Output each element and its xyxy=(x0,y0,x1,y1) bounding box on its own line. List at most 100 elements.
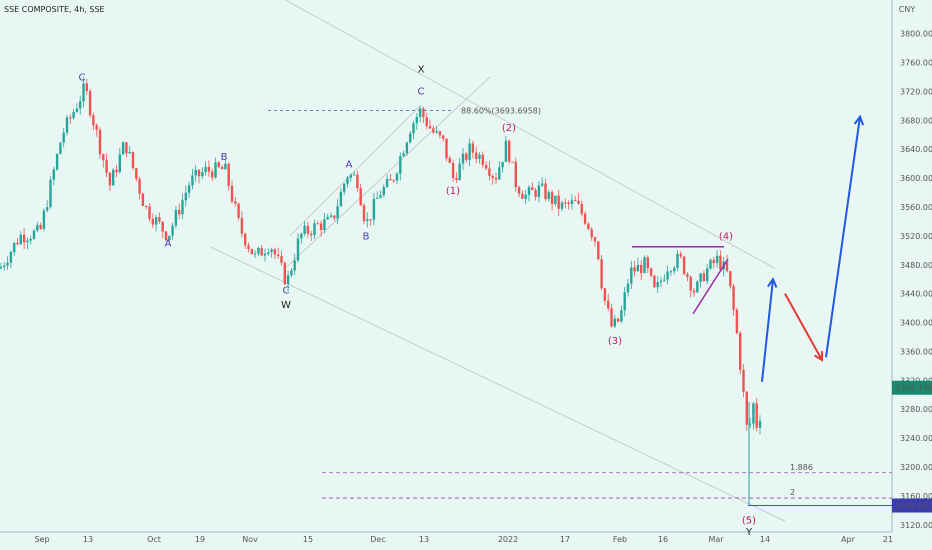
candle-body xyxy=(382,187,385,196)
candle-body xyxy=(6,262,9,266)
y-tick-label: 3800.0000 xyxy=(900,30,932,39)
candle-body xyxy=(211,171,214,178)
y-tick-label: 3640.0000 xyxy=(900,145,932,154)
candle-body xyxy=(250,248,253,255)
candle-body xyxy=(141,193,145,206)
candle-body xyxy=(112,169,115,186)
candle-body xyxy=(65,117,69,133)
candle-body xyxy=(207,166,211,172)
candle-body xyxy=(273,249,277,255)
candle-body xyxy=(310,233,313,236)
candle-body xyxy=(168,235,171,241)
candle-body xyxy=(13,242,16,253)
candle-body xyxy=(442,135,445,139)
candle-body xyxy=(75,108,79,112)
x-tick-label: Sep xyxy=(34,535,49,544)
candle-body xyxy=(653,275,656,288)
candle-body xyxy=(600,259,603,289)
x-tick-label: 13 xyxy=(419,535,429,544)
candle-body xyxy=(425,117,428,127)
x-tick-label: 2022 xyxy=(498,535,518,544)
candle-body xyxy=(270,249,273,253)
fib-level-label: 2 xyxy=(790,488,795,497)
candle-body xyxy=(656,282,659,288)
candle-body xyxy=(204,166,207,172)
candle-body xyxy=(346,177,349,184)
candle-body xyxy=(435,131,438,133)
candle-body xyxy=(715,255,719,264)
candle-body xyxy=(171,225,174,236)
candle-body xyxy=(339,191,343,207)
wave-label: (2) xyxy=(502,123,516,134)
wave-label: B xyxy=(363,232,370,243)
candle-body xyxy=(554,195,557,204)
candle-body xyxy=(574,200,577,202)
candle-body xyxy=(620,310,623,322)
candle-body xyxy=(154,217,158,225)
candle-body xyxy=(395,173,399,181)
candle-body xyxy=(267,252,270,254)
candle-body xyxy=(524,194,527,199)
candle-body xyxy=(659,280,663,283)
candle-body xyxy=(590,229,593,238)
candle-body xyxy=(679,253,682,257)
candle-body xyxy=(465,153,468,160)
candle-body xyxy=(686,274,689,278)
candle-body xyxy=(55,154,59,170)
candle-body xyxy=(244,233,247,246)
candle-body xyxy=(108,172,112,186)
candle-body xyxy=(224,163,227,170)
candle-body xyxy=(488,168,491,176)
y-tick-label: 3400.0000 xyxy=(900,319,932,328)
candle-body xyxy=(349,174,352,178)
wave-label: (1) xyxy=(446,186,460,197)
low-price-tag xyxy=(892,498,932,513)
candle-body xyxy=(62,132,65,143)
candle-body xyxy=(451,162,455,178)
wave-label: C xyxy=(418,86,425,97)
candle-body xyxy=(237,203,240,218)
x-tick-label: 19 xyxy=(195,535,205,544)
candle-body xyxy=(709,259,712,269)
wave-label: A xyxy=(165,239,172,250)
candle-body xyxy=(247,245,250,249)
candle-body xyxy=(220,167,224,170)
candle-body xyxy=(699,273,702,282)
y-tick-label: 3440.0000 xyxy=(900,290,932,299)
candle-body xyxy=(98,129,102,155)
candle-body xyxy=(673,267,676,272)
candle-body xyxy=(42,210,46,229)
candle-body xyxy=(514,161,517,188)
x-tick-label: 13 xyxy=(83,535,93,544)
candle-body xyxy=(649,268,653,276)
candle-body xyxy=(366,219,369,222)
x-tick-label: Oct xyxy=(147,535,161,544)
candle-body xyxy=(531,187,534,191)
candle-body xyxy=(296,238,300,261)
candle-body xyxy=(161,221,164,232)
candle-body xyxy=(326,216,329,220)
candle-body xyxy=(369,219,372,221)
candle-body xyxy=(187,185,191,193)
candle-body xyxy=(501,161,504,168)
candle-body xyxy=(758,420,762,428)
candle-body xyxy=(277,254,280,257)
candle-body xyxy=(316,223,319,225)
candle-body xyxy=(616,318,620,322)
candle-body xyxy=(537,185,541,197)
candle-body xyxy=(362,205,366,222)
candle-body xyxy=(343,183,346,192)
x-tick-label: 15 xyxy=(303,535,313,544)
candle-body xyxy=(448,158,451,163)
candle-body xyxy=(415,116,418,124)
x-tick-label: Apr xyxy=(841,535,856,544)
channel-line xyxy=(284,0,776,269)
candle-body xyxy=(712,259,715,264)
fib-level-label: 1.886 xyxy=(790,463,813,472)
candle-body xyxy=(428,126,432,129)
wave-label: (4) xyxy=(719,232,733,243)
candle-body xyxy=(333,215,336,219)
candle-body xyxy=(16,242,19,245)
candle-body xyxy=(583,213,587,224)
